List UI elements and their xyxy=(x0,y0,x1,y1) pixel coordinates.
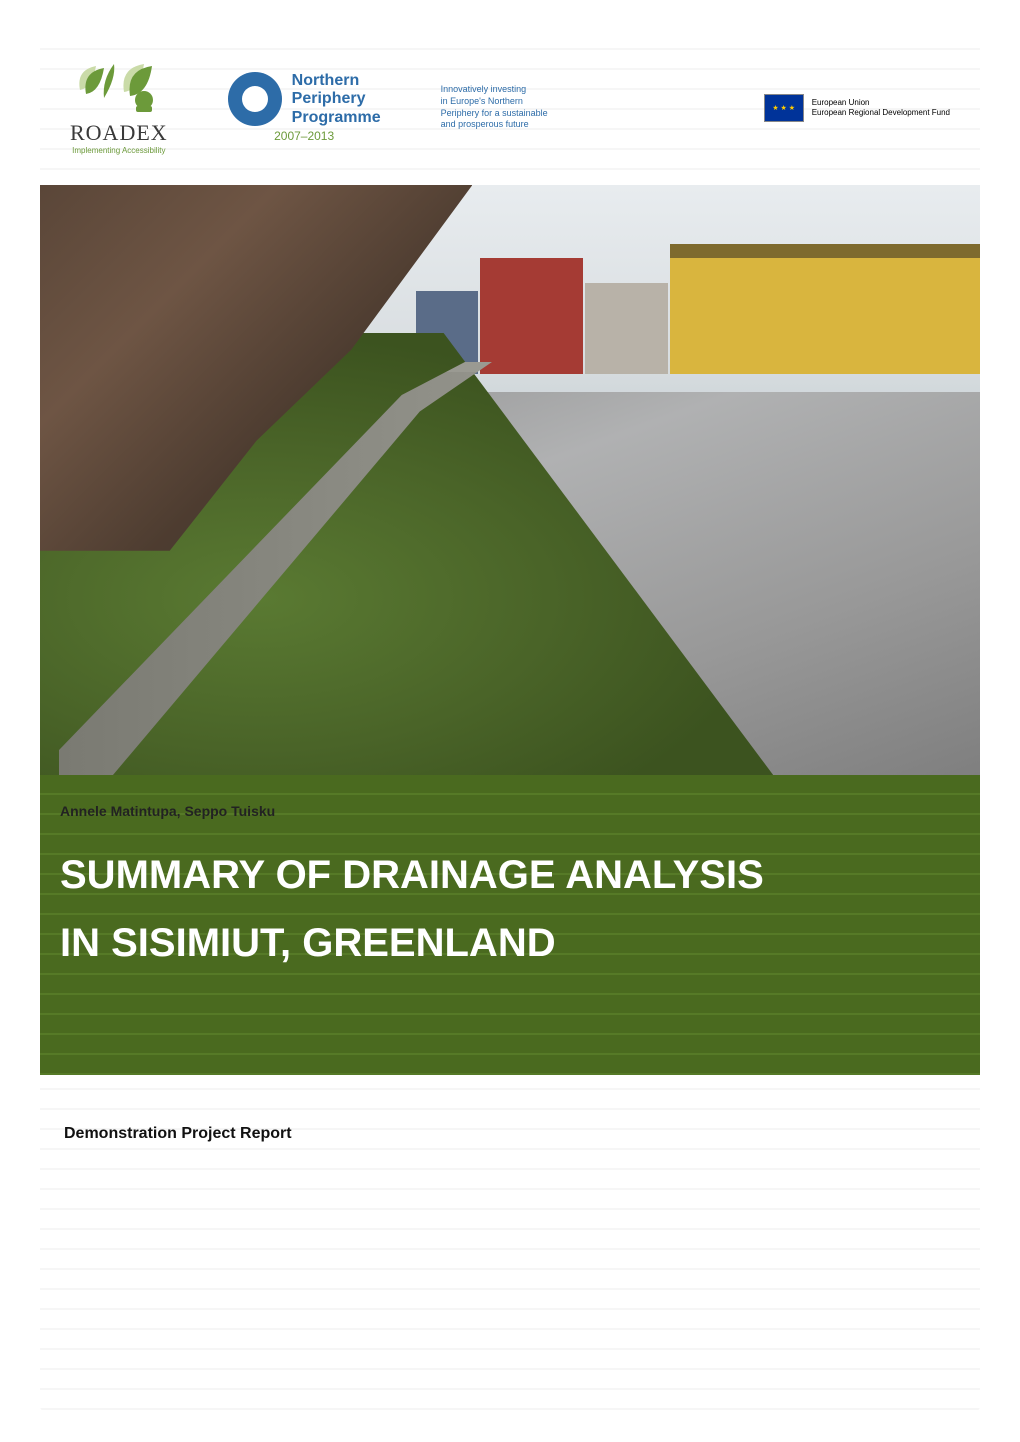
report-title: SUMMARY OF DRAINAGE ANALYSIS IN SISIMIUT… xyxy=(60,841,960,977)
cover-photo xyxy=(40,185,980,775)
eu-logo: European Union European Regional Develop… xyxy=(764,94,950,122)
npp-tagline-1: Innovatively investing xyxy=(441,84,548,96)
npp-globe-icon xyxy=(228,72,282,126)
photo-buildings xyxy=(416,209,980,374)
building-red xyxy=(480,258,583,374)
npp-line2: Periphery xyxy=(292,90,381,108)
title-line-2: IN SISIMIUT, GREENLAND xyxy=(60,909,960,977)
npp-tagline: Innovatively investing in Europe's North… xyxy=(441,84,548,131)
npp-logo: Northern Periphery Programme 2007–2013 xyxy=(228,72,381,143)
roadex-logo: ROADEX Implementing Accessibility xyxy=(70,60,168,155)
roadex-leaf-icons xyxy=(74,60,164,116)
npp-text: Northern Periphery Programme xyxy=(292,72,381,127)
npp-tagline-3: Periphery for a sustainable xyxy=(441,108,548,120)
title-line-1: SUMMARY OF DRAINAGE ANALYSIS xyxy=(60,841,960,909)
content-wrapper: ROADEX Implementing Accessibility Northe… xyxy=(40,30,980,1143)
roadex-tagline: Implementing Accessibility xyxy=(72,146,165,155)
eu-line2: European Regional Development Fund xyxy=(812,108,950,118)
npp-tagline-4: and prosperous future xyxy=(441,119,548,131)
npp-line3: Programme xyxy=(292,109,381,127)
building-yellow xyxy=(670,258,980,374)
title-band: Annele Matintupa, Seppo Tuisku SUMMARY O… xyxy=(40,775,980,1075)
npp-line1: Northern xyxy=(292,72,381,90)
roadex-wordmark: ROADEX xyxy=(70,120,168,146)
report-subtitle: Demonstration Project Report xyxy=(40,1125,980,1143)
authors: Annele Matintupa, Seppo Tuisku xyxy=(60,803,960,819)
eu-flag-icon xyxy=(764,94,804,122)
eu-line1: European Union xyxy=(812,98,950,108)
npp-tagline-2: in Europe's Northern xyxy=(441,96,548,108)
building-grey xyxy=(585,283,668,374)
eu-text: European Union European Regional Develop… xyxy=(812,98,950,117)
report-cover-page: ROADEX Implementing Accessibility Northe… xyxy=(0,0,1020,1442)
logo-row: ROADEX Implementing Accessibility Northe… xyxy=(40,30,980,175)
npp-years: 2007–2013 xyxy=(274,129,334,143)
